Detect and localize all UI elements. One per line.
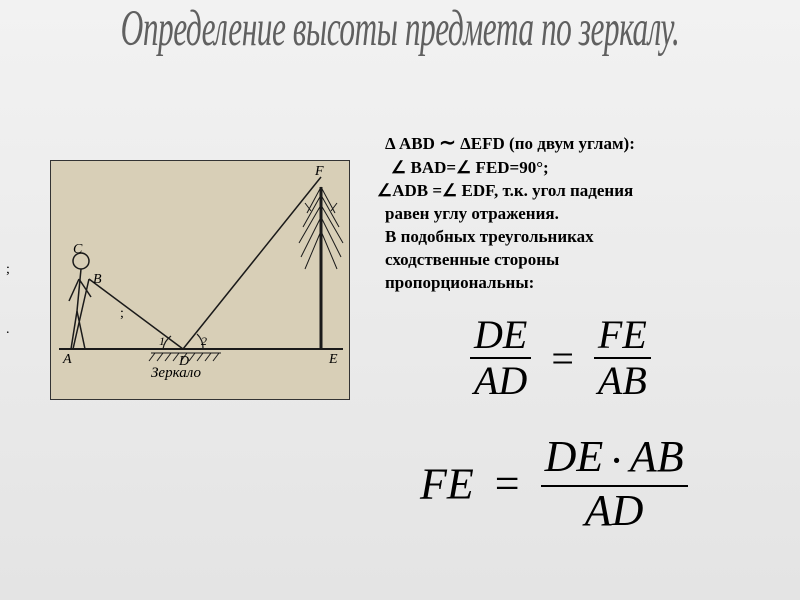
eq-sign-2: = [485, 458, 530, 509]
stray-semi-2: ; [120, 306, 124, 322]
proof-line-7: пропорциональны: [385, 272, 790, 295]
person-figure [69, 253, 91, 349]
f2-ta: DE [545, 432, 604, 481]
f2-bot: AD [541, 487, 688, 533]
proof-line-3: ∠ADB =∠ EDF, т.к. угол падения [377, 180, 790, 203]
frac-result: DE·AB AD [541, 435, 688, 533]
f2-top: DE·AB [541, 435, 688, 487]
proof-line-4: равен углу отражения. [385, 203, 790, 226]
f2-lhs: FE [420, 459, 474, 508]
label-e: E [328, 352, 338, 367]
eq-sign-1: = [541, 335, 584, 382]
l1a: Δ ABD [385, 134, 439, 153]
f1-rt: FE [594, 315, 651, 359]
f1-rb: AB [594, 359, 651, 401]
mirror-diagram: A B C D E F 1 2 Зеркало [50, 160, 350, 400]
frac-de-ad: DE AD [470, 315, 531, 401]
slide: Определение высоты предмета по зеркалу. [0, 0, 800, 600]
proof-line-5: В подобных треугольниках [385, 226, 790, 249]
line-df [183, 177, 321, 349]
l1b: ΔEFD (по двум углам): [456, 134, 635, 153]
label-b: B [93, 272, 102, 287]
label-a: A [62, 352, 72, 367]
proof-line-2: ∠ BAD=∠ FED=90°; [385, 157, 790, 180]
l1sim: ∼ [439, 132, 456, 154]
stray-dot: . [6, 322, 10, 338]
label-ang1: 1 [159, 334, 165, 348]
stray-semi-1: ; [6, 262, 10, 278]
frac-fe-ab: FE AB [594, 315, 651, 401]
proof-line-1: Δ ABD ∼ ΔEFD (по двум углам): [385, 130, 790, 157]
label-c: C [73, 242, 83, 257]
diagram-svg: A B C D E F 1 2 Зеркало [51, 161, 351, 401]
f2-tb: AB [630, 432, 684, 481]
formula-proportion: DE AD = FE AB [470, 315, 651, 401]
label-mirror: Зеркало [151, 365, 201, 381]
mult-dot: · [603, 439, 630, 483]
label-ang2: 2 [201, 334, 207, 348]
slide-title: Определение высоты предмета по зеркалу. [20, 2, 780, 59]
label-f: F [314, 164, 324, 179]
f1-lt: DE [470, 315, 531, 359]
formula-result: FE = DE·AB AD [420, 435, 688, 533]
f1-lb: AD [470, 359, 531, 401]
proof-text: Δ ABD ∼ ΔEFD (по двум углам): ∠ BAD=∠ FE… [385, 130, 790, 295]
proof-line-6: сходственные стороны [385, 249, 790, 272]
